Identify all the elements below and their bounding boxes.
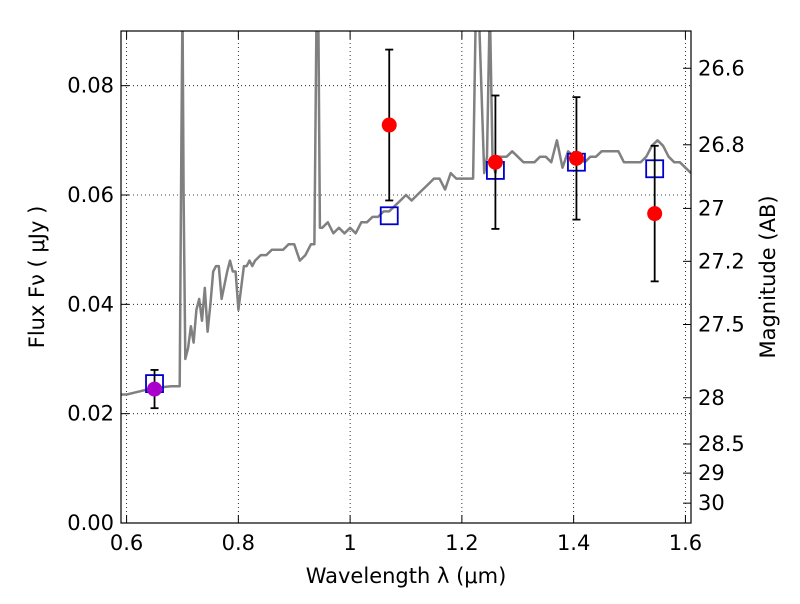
magnitude-tick-label: 29 [698,461,725,485]
x-tick-label: 1.2 [445,531,478,555]
magnitude-tick-label: 28.5 [698,432,745,456]
y-tick-label: 0.04 [67,292,114,316]
plot-frame [120,30,692,524]
spectrum-line [121,31,691,396]
plot-data [121,31,691,410]
y-tick-label: 0.06 [67,183,114,207]
y-tick-label: 0.00 [67,511,114,535]
x-tick-label: 1 [343,531,356,555]
x-tick-label: 1.4 [557,531,590,555]
x-tick-label: 1.6 [669,531,702,555]
x-axis-label: Wavelength λ (μm) [306,564,507,588]
observed-point [647,206,663,222]
axes: 0.6 0.8 1 1.2 1.4 1.6 0.00 0.02 0.04 0.06 0.08 26.6… [67,31,745,555]
x-tick-label: 0.6 [110,531,143,555]
magnitude-tick-label: 27.2 [698,249,745,273]
magnitude-tick-label: 28 [698,386,725,410]
magnitude-tick-label: 26.8 [698,133,745,157]
observed-point [568,150,584,166]
magnitude-tick-label: 27.5 [698,313,745,337]
observed-optical-point [147,381,163,397]
y-axis-right-label: Magnitude (AB) [756,195,780,358]
observed-point [381,117,397,133]
grid-lines [121,31,691,523]
magnitude-tick-label: 30 [698,491,725,515]
magnitude-tick-label: 26.6 [698,56,745,80]
magnitude-tick-label: 27 [698,196,725,220]
y-tick-label: 0.02 [67,402,114,426]
y-axis-label: Flux Fν ( μJy ) [25,206,49,349]
model-photometry-square [379,206,399,226]
y-tick-label: 0.08 [67,74,114,98]
x-tick-label: 0.8 [222,531,255,555]
observed-point [487,154,503,170]
